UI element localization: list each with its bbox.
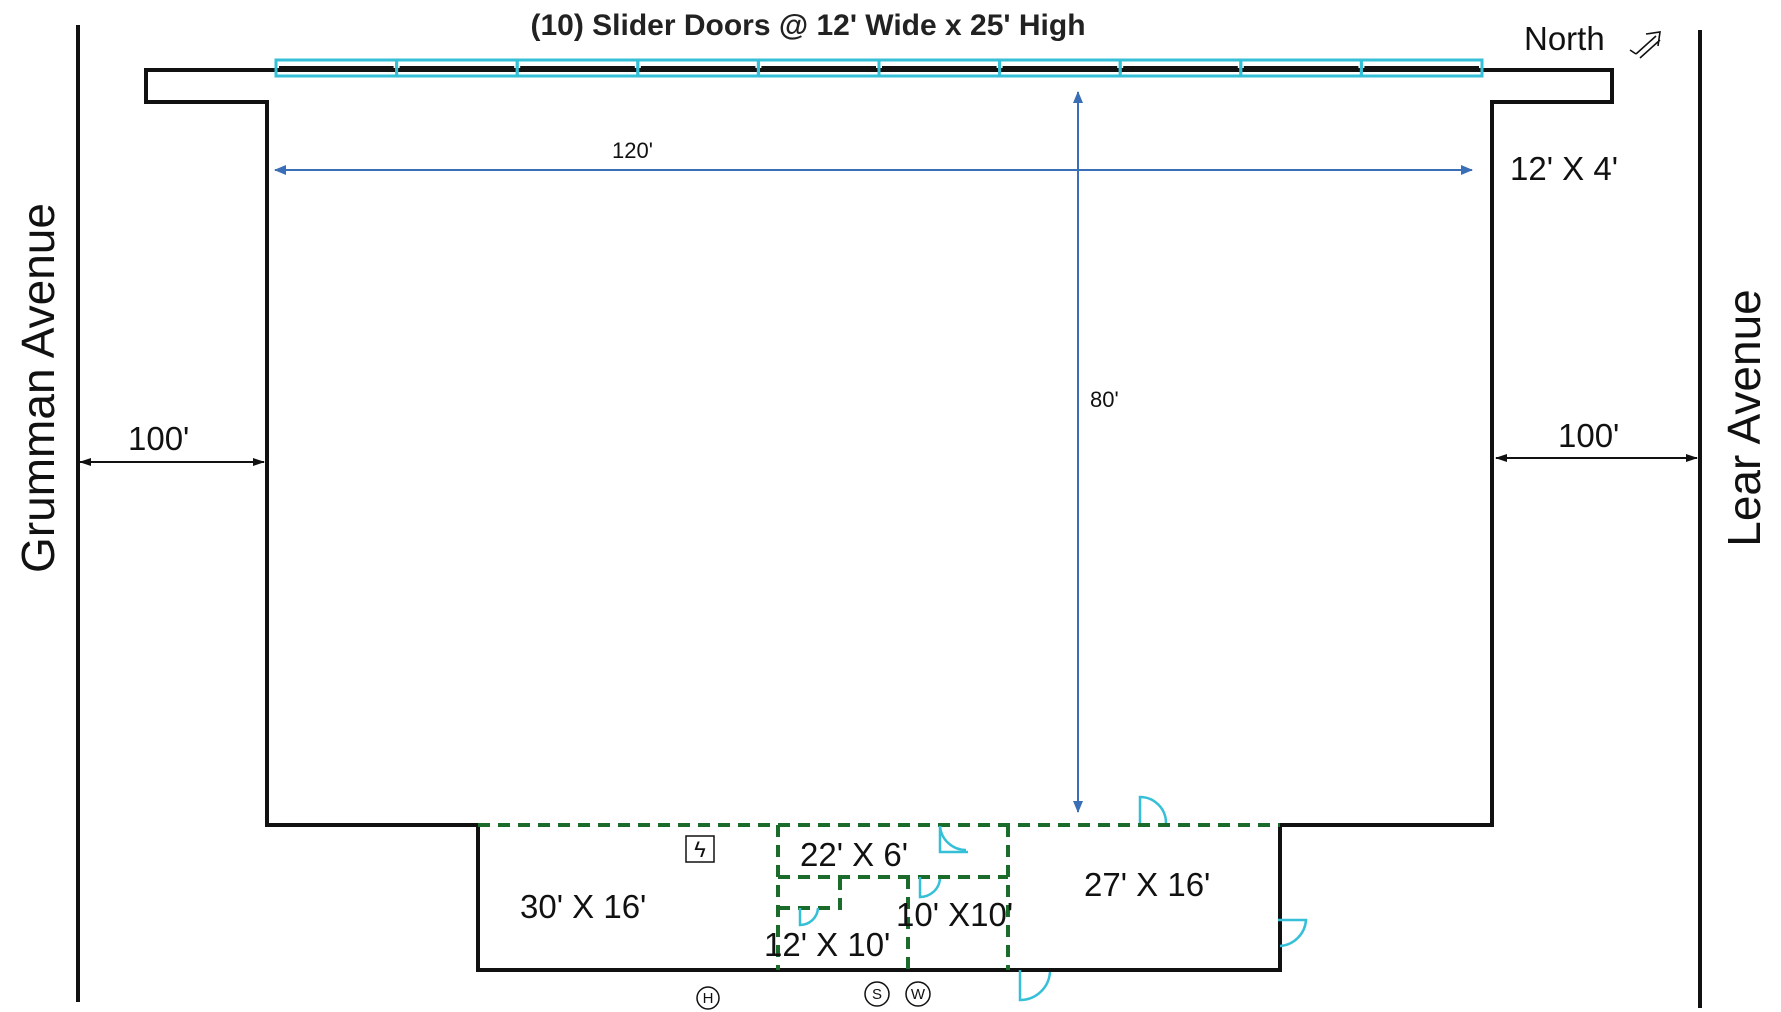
- north-arrow-icon: [1629, 31, 1661, 59]
- door-swing-1: [938, 825, 968, 854]
- svg-text:ϟ: ϟ: [694, 837, 706, 862]
- slider-door: [515, 58, 640, 78]
- sewer-icon: S: [864, 981, 890, 1007]
- street-label-right: Lear Avenue: [1718, 289, 1770, 547]
- slider-door: [636, 58, 760, 78]
- slider-door: [1359, 58, 1484, 78]
- hydrant-icon: H: [696, 986, 720, 1010]
- door-swing-5: [798, 907, 820, 927]
- slider-door: [1239, 58, 1363, 78]
- door-swing-6: [918, 877, 942, 899]
- street-label-left: Grumman Avenue: [12, 203, 64, 573]
- door-swing-2: [1138, 795, 1168, 824]
- slider-door: [1118, 58, 1243, 78]
- office-partitions: [478, 823, 1280, 970]
- slider-door: [395, 58, 519, 78]
- depth-dimension-label: 80': [1090, 387, 1119, 412]
- room-label-12x10: 12' X 10': [764, 926, 890, 963]
- slider-door: [998, 58, 1122, 78]
- building-outline: [144, 68, 1614, 972]
- right-setback-label: 100': [1558, 417, 1619, 454]
- overhang-label: 12' X 4': [1510, 150, 1618, 187]
- north-label: North: [1524, 20, 1605, 57]
- water-icon: W: [905, 981, 931, 1007]
- room-label-22x6: 22' X 6': [800, 836, 908, 873]
- room-label-10x10: 10' X10': [896, 896, 1013, 933]
- door-swing-3: [1278, 918, 1308, 948]
- electric-panel-icon: ϟ: [685, 835, 715, 863]
- svg-text:W: W: [911, 986, 926, 1003]
- slider-door: [274, 58, 399, 78]
- slider-door: [877, 58, 1002, 78]
- plan-title: (10) Slider Doors @ 12' Wide x 25' High: [530, 9, 1085, 42]
- door-swing-4: [1018, 970, 1052, 1002]
- svg-text:S: S: [872, 986, 882, 1003]
- room-label-27x16: 27' X 16': [1084, 866, 1210, 903]
- slider-door-row: [274, 58, 1484, 78]
- svg-text:H: H: [703, 990, 714, 1007]
- room-label-30x16: 30' X 16': [520, 888, 646, 925]
- slider-door: [756, 58, 881, 78]
- left-setback-label: 100': [128, 420, 189, 457]
- width-dimension-label: 120': [612, 138, 653, 163]
